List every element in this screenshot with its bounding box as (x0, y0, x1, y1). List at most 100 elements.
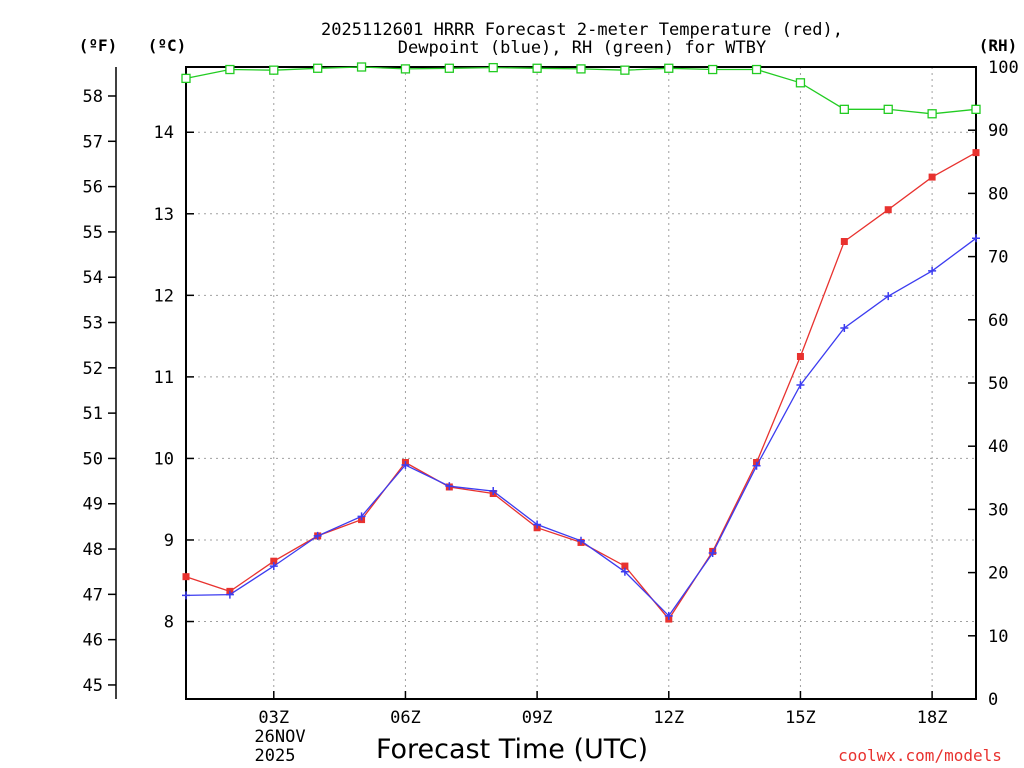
fahrenheit-tick-label: 54 (83, 268, 103, 288)
celsius-unit-label: (ºC) (148, 36, 187, 55)
rh-point (444, 63, 454, 73)
chart-title-line2: Dewpoint (blue), RH (green) for WTBY (398, 38, 766, 58)
fahrenheit-tick-label: 53 (83, 314, 103, 334)
rh-point (269, 65, 279, 75)
temperature-point (972, 149, 980, 157)
celsius-tick-label: 14 (154, 123, 174, 143)
time-tick-label: 12Z (653, 708, 684, 728)
fahrenheit-tick-label: 51 (83, 404, 103, 424)
dewpoint-point (313, 531, 322, 540)
time-axis: 03Z 06Z 09Z 12Z 15Z 18Z (258, 691, 947, 728)
rh-point (181, 73, 191, 84)
time-tick-label: 15Z (785, 708, 816, 728)
dewpoint-point (357, 512, 366, 521)
temperature-point (796, 352, 804, 360)
rh-point (620, 65, 630, 75)
dewpoint-point (225, 590, 234, 599)
rh-tick-label: 80 (988, 184, 1008, 204)
celsius-tick-label: 11 (154, 368, 174, 388)
rh-point (225, 64, 235, 75)
rh-point (795, 78, 806, 88)
date-label-day: 26NOV (254, 727, 305, 747)
dewpoint-point (884, 292, 893, 301)
rh-point (708, 64, 718, 75)
rh-tick-label: 40 (988, 437, 1008, 457)
rh-point (532, 63, 542, 73)
dewpoint-point (752, 461, 761, 470)
rh-tick-label: 50 (988, 374, 1008, 394)
rh-tick-label: 90 (988, 121, 1008, 141)
fahrenheit-tick-label: 45 (83, 676, 103, 696)
celsius-tick-label: 13 (154, 205, 174, 225)
celsius-tick-label: 10 (154, 449, 174, 469)
dewpoint-point (269, 562, 278, 571)
rh-tick-label: 60 (988, 311, 1008, 331)
rh-point (356, 62, 367, 72)
temperature-point (621, 562, 629, 570)
credit-text: coolwx.com/models (838, 746, 1002, 765)
dewpoint-point (664, 611, 673, 620)
fahrenheit-tick-label: 47 (83, 585, 103, 605)
dewpoint-point (445, 482, 454, 491)
dewpoint-point (533, 520, 542, 529)
dewpoint-point (840, 323, 849, 332)
temperature-point (884, 206, 892, 214)
rh-tick-label: 70 (988, 248, 1008, 268)
rh-axis: 0 10 20 30 40 50 60 70 80 90 100 (968, 58, 1019, 710)
rh-point (400, 64, 411, 74)
temperature-point (928, 173, 936, 181)
time-tick-label: 03Z (258, 708, 289, 728)
rh-tick-label: 100 (988, 58, 1019, 78)
rh-tick-label: 20 (988, 564, 1008, 584)
celsius-tick-label: 9 (164, 531, 174, 551)
fahrenheit-tick-label: 57 (83, 132, 103, 152)
rh-point (839, 104, 849, 114)
plot-area-frame (185, 66, 977, 700)
dewpoint-point (708, 549, 717, 558)
rh-point (971, 104, 981, 114)
dewpoint-point (182, 591, 190, 600)
dewpoint-point (796, 381, 805, 390)
fahrenheit-tick-label: 46 (83, 631, 103, 651)
dewpoint-point (620, 567, 629, 576)
temperature-point (182, 573, 190, 581)
celsius-axis: 8 9 10 11 12 13 14 (154, 123, 194, 633)
data-series (181, 62, 981, 623)
rh-tick-label: 0 (988, 690, 998, 710)
temperature-point (840, 238, 848, 246)
dewpoint-point (489, 487, 498, 496)
celsius-tick-label: 8 (164, 613, 174, 633)
fahrenheit-tick-label: 49 (83, 495, 103, 515)
rh-tick-label: 30 (988, 500, 1008, 520)
fahrenheit-tick-label: 56 (83, 178, 103, 198)
rh-point (664, 63, 674, 73)
fahrenheit-tick-label: 50 (83, 449, 103, 469)
rh-point (488, 62, 498, 73)
dewpoint-point (577, 536, 585, 545)
rh-tick-label: 10 (988, 627, 1008, 647)
fahrenheit-tick-label: 58 (83, 87, 103, 107)
chart-title-line1: 2025112601 HRRR Forecast 2-meter Tempera… (321, 20, 843, 40)
dewpoint-point (928, 266, 937, 275)
rh-unit-label: (RH) (979, 36, 1018, 55)
rh-point (927, 109, 937, 119)
time-tick-label: 06Z (390, 708, 421, 728)
grid-lines (186, 67, 976, 699)
rh-point (313, 63, 323, 73)
time-tick-label: 09Z (522, 708, 553, 728)
temperature-line (185, 152, 977, 621)
temperature-point (270, 557, 278, 565)
x-axis-title: Forecast Time (UTC) (376, 734, 648, 765)
dewpoint-point (972, 234, 980, 243)
rh-point (751, 64, 762, 75)
dewpoint-point (401, 460, 410, 469)
rh-point (576, 64, 586, 74)
fahrenheit-tick-label: 48 (83, 540, 103, 560)
date-label-year: 2025 (255, 746, 296, 766)
dewpoint-line (185, 237, 977, 617)
fahrenheit-axis: 45 46 47 48 49 50 51 52 53 54 55 56 57 58 (83, 87, 116, 696)
fahrenheit-unit-label: (ºF) (79, 36, 118, 55)
fahrenheit-tick-label: 52 (83, 359, 103, 379)
rh-point (883, 104, 893, 114)
